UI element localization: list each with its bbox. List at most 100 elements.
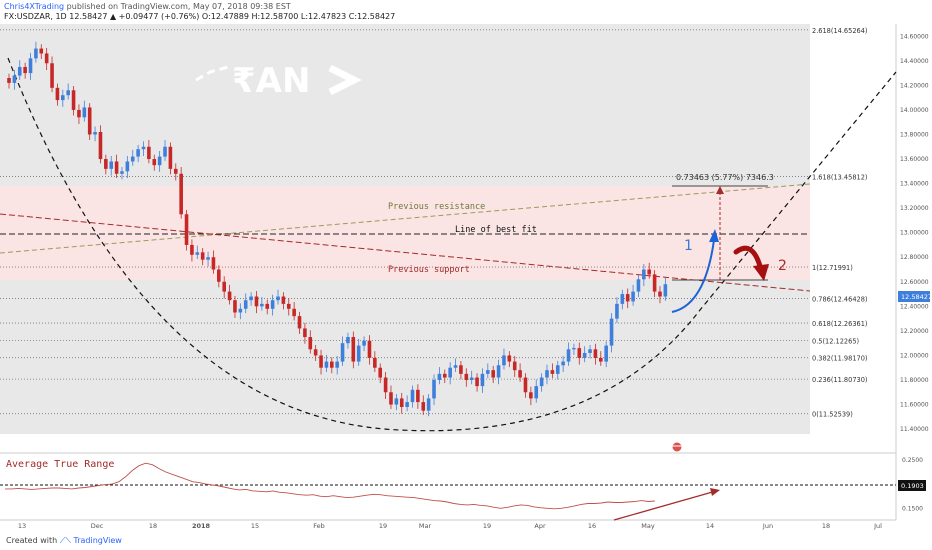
candle-body [410,389,415,403]
candle-body [588,349,592,353]
candle-body [615,303,619,319]
author-link[interactable]: Chris4XTrading [4,2,65,11]
candle-body [238,308,243,313]
candle-body [243,300,248,309]
previous-resistance-label: Previous resistance [388,202,485,212]
fib-extension-zone [0,186,810,280]
candle-body [44,53,49,64]
candle-body [34,48,38,59]
candle-body [529,392,533,399]
price-tick-label: 12.40000 [900,303,929,310]
candle-body [346,337,350,344]
price-tick-label: 11.80000 [900,377,929,384]
candle-body [373,357,377,368]
price-tick-label: 11.40000 [900,426,929,433]
candle-body [636,279,641,292]
scenario-1-arrowhead [709,229,719,242]
candle-body [442,373,447,378]
created-with-text: Created with [6,536,58,545]
candle-body [23,66,27,74]
candle-body [642,269,646,280]
fib-label-7: 0.236(11.80730) [812,376,867,384]
candle-body [270,300,275,309]
candle-body [405,402,409,407]
scenario-1-path [671,239,715,313]
candle-body [136,149,140,157]
candle-body [383,377,388,393]
candle-body [518,370,522,378]
candle-body [437,373,442,380]
candle-body [93,132,97,135]
candle-body [147,146,151,160]
candle-body [7,78,11,83]
candle-body [17,66,22,76]
candle-body [663,284,668,297]
time-tick-label: 16 [588,522,596,530]
time-tick-label: Jun [762,522,773,530]
candle-body [120,171,124,174]
price-tick-label: 14.60000 [900,33,929,40]
candle-body [394,398,399,405]
price-axis[interactable]: 14.60000 14.40000 14.20000 14.00000 13.80000… [900,33,929,433]
previous-support-line [0,213,811,292]
candle-body [459,365,463,374]
candle-body [453,365,458,368]
candle-body [572,348,576,350]
footer: Created with ⟋⟍ TradingView [6,536,122,546]
time-tick-label: 13 [18,522,26,530]
economic-event-icon[interactable] [671,441,683,453]
price-tick-label: 14.40000 [900,58,929,65]
time-tick-label: 14 [706,522,714,530]
candle-body [389,392,393,405]
candle-body [566,349,571,362]
candle-body [340,343,345,362]
last-price-label: 12.58427 [901,293,932,301]
candle-body [480,373,485,387]
candle-body [313,349,318,356]
candle-body [512,361,517,371]
candle-body [222,281,226,292]
candle-body [157,156,162,166]
candle-body [114,161,119,174]
candle-body [647,269,652,275]
candle-body [432,379,436,399]
line-of-best-fit-label: Line of best fit [455,225,537,235]
candle-body [61,95,65,101]
candle-body [28,58,33,74]
candle-body [539,377,544,387]
candle-body [577,348,582,358]
candle-body [303,328,307,338]
candle-body [609,318,614,346]
fib-label-5: 0.5(12.12265) [812,337,859,345]
time-axis[interactable]: 13 Dec 18 2018 15 Feb 19 Mar 19 Apr 16 May 14 Jun 18 Ju… [18,522,882,530]
atr-tick-label: 0.1500 [902,505,923,512]
time-tick-label: Feb [313,522,325,530]
atr-trend-arrow [613,490,717,521]
candle-body [582,352,587,358]
future-area [810,24,896,434]
watermark-text: ₹AN [232,61,310,101]
time-tick-label: 2018 [192,522,211,530]
price-tick-label: 13.80000 [900,131,929,138]
fib-label-4: 0.618(12.26361) [812,320,867,328]
candle-body [604,345,608,362]
candle-body [658,291,662,297]
candle-body [469,377,474,380]
candle-body [491,370,495,378]
scenario-2-path [733,245,763,269]
tradingview-link[interactable]: TradingView [73,536,122,545]
atr-title: Average True Range [6,459,114,470]
fib-label-8: 0(11.52539) [812,411,853,419]
candle-body [82,107,87,118]
candle-body [254,296,259,307]
atr-pane [5,462,655,510]
candle-body [351,337,356,362]
candle-body [125,161,130,172]
atr-tick-label: 0.2500 [902,457,923,464]
trend-lines [0,57,897,432]
candle-body [475,377,479,387]
candle-body [555,365,560,374]
price-tick-label: 12.60000 [900,279,929,286]
